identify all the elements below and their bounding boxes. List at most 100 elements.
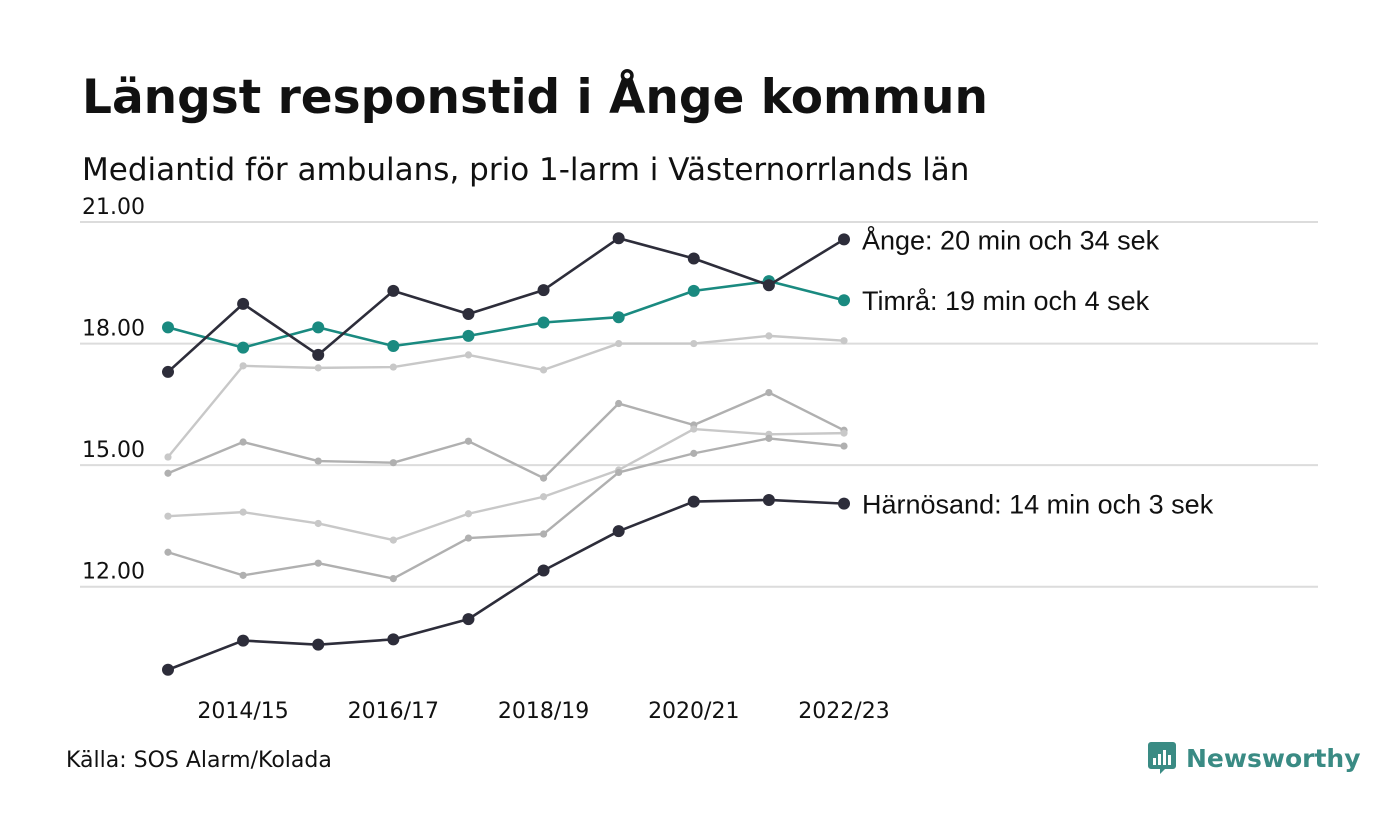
series-line bbox=[167, 279, 845, 349]
data-point bbox=[765, 388, 773, 397]
data-point bbox=[687, 284, 700, 297]
x-tick-label: 2014/15 bbox=[197, 699, 288, 724]
data-point bbox=[464, 437, 473, 445]
data-point bbox=[840, 442, 848, 450]
data-point bbox=[312, 321, 325, 334]
end-labels: Härnösand: 14 min och 3 sek Timrå: 19 min… bbox=[862, 224, 1214, 519]
data-point bbox=[615, 339, 623, 348]
data-point bbox=[462, 307, 475, 320]
data-point bbox=[612, 232, 625, 245]
data-point bbox=[389, 574, 397, 583]
data-point bbox=[539, 493, 548, 501]
data-point bbox=[162, 321, 174, 334]
data-point bbox=[690, 425, 698, 433]
data-point bbox=[237, 297, 250, 310]
data-point bbox=[838, 233, 850, 246]
y-tick-label: 21.00 bbox=[82, 195, 145, 220]
brand-logo: Newsworthy bbox=[1148, 742, 1361, 774]
data-point bbox=[164, 548, 172, 556]
data-point bbox=[615, 399, 623, 408]
x-tick-label: 2022/23 bbox=[798, 699, 889, 724]
x-tick-label: 2018/19 bbox=[498, 699, 589, 724]
data-point bbox=[690, 449, 698, 457]
data-point bbox=[462, 329, 475, 342]
series-timrå bbox=[162, 275, 850, 354]
series-other bbox=[164, 425, 848, 544]
y-tick-label: 15.00 bbox=[82, 438, 145, 463]
data-point bbox=[387, 284, 400, 297]
gridlines bbox=[80, 221, 1318, 588]
x-tick-label: 2020/21 bbox=[648, 699, 739, 724]
data-point bbox=[840, 429, 848, 437]
data-point bbox=[537, 564, 550, 577]
data-point bbox=[762, 493, 775, 506]
data-point bbox=[389, 459, 397, 467]
data-point bbox=[615, 468, 623, 477]
data-point bbox=[162, 663, 174, 676]
y-tick-label: 12.00 bbox=[82, 560, 145, 585]
data-point bbox=[312, 348, 325, 361]
data-point bbox=[612, 311, 625, 324]
series-lines bbox=[162, 232, 850, 676]
series-other bbox=[164, 434, 848, 583]
y-tick-label: 18.00 bbox=[82, 317, 145, 342]
chart-subtitle: Mediantid för ambulans, prio 1-larm i Vä… bbox=[82, 152, 970, 188]
data-point bbox=[162, 365, 174, 378]
data-point bbox=[314, 457, 322, 465]
data-point bbox=[840, 337, 848, 345]
data-point bbox=[314, 559, 322, 567]
y-axis-ticks: 21.00 18.00 15.00 12.00 bbox=[82, 195, 145, 585]
data-point bbox=[464, 510, 473, 518]
data-point bbox=[314, 364, 322, 372]
data-point bbox=[164, 469, 172, 477]
x-tick-label: 2016/17 bbox=[348, 699, 439, 724]
data-point bbox=[314, 519, 322, 528]
x-axis-ticks: 2014/15 2016/17 2018/19 2020/21 2022/23 bbox=[197, 699, 889, 724]
data-point bbox=[762, 279, 775, 292]
data-point bbox=[537, 284, 550, 297]
data-point bbox=[464, 534, 473, 542]
chart-title: Längst responstid i Ånge kommun bbox=[82, 70, 988, 125]
series-end-label: Timrå: 19 min och 4 sek bbox=[862, 286, 1150, 316]
data-point bbox=[389, 363, 397, 371]
data-point bbox=[464, 351, 473, 359]
data-point bbox=[612, 525, 625, 538]
series-line bbox=[167, 334, 845, 458]
data-point bbox=[539, 530, 548, 538]
data-point bbox=[387, 633, 400, 646]
series-line bbox=[167, 391, 845, 480]
data-point bbox=[462, 613, 475, 626]
series-line bbox=[167, 236, 845, 373]
series-ånge bbox=[162, 232, 850, 378]
data-point bbox=[164, 512, 172, 520]
brand-name: Newsworthy bbox=[1186, 743, 1361, 773]
data-point bbox=[539, 366, 548, 374]
data-point bbox=[838, 497, 850, 510]
series-härnösand bbox=[162, 493, 850, 676]
data-point bbox=[387, 339, 400, 352]
data-point bbox=[164, 453, 172, 461]
data-point bbox=[389, 536, 397, 544]
series-line bbox=[167, 498, 845, 671]
bar-chart-speech-bubble-icon bbox=[1148, 742, 1176, 774]
data-point bbox=[239, 508, 247, 516]
data-point bbox=[537, 316, 550, 329]
data-point bbox=[539, 474, 548, 482]
data-point bbox=[687, 495, 700, 508]
data-point bbox=[765, 332, 773, 340]
data-point bbox=[237, 341, 250, 354]
source-note: Källa: SOS Alarm/Kolada bbox=[66, 748, 332, 773]
series-end-label: Ånge: 20 min och 34 sek bbox=[862, 224, 1160, 255]
data-point bbox=[237, 634, 250, 647]
data-point bbox=[239, 362, 247, 370]
data-point bbox=[765, 434, 773, 442]
data-point bbox=[838, 294, 850, 307]
data-point bbox=[687, 252, 700, 265]
data-point bbox=[239, 438, 247, 446]
data-point bbox=[239, 571, 247, 579]
series-end-label: Härnösand: 14 min och 3 sek bbox=[862, 490, 1214, 520]
series-line bbox=[167, 427, 845, 542]
series-other bbox=[164, 388, 848, 482]
data-point bbox=[690, 339, 698, 348]
